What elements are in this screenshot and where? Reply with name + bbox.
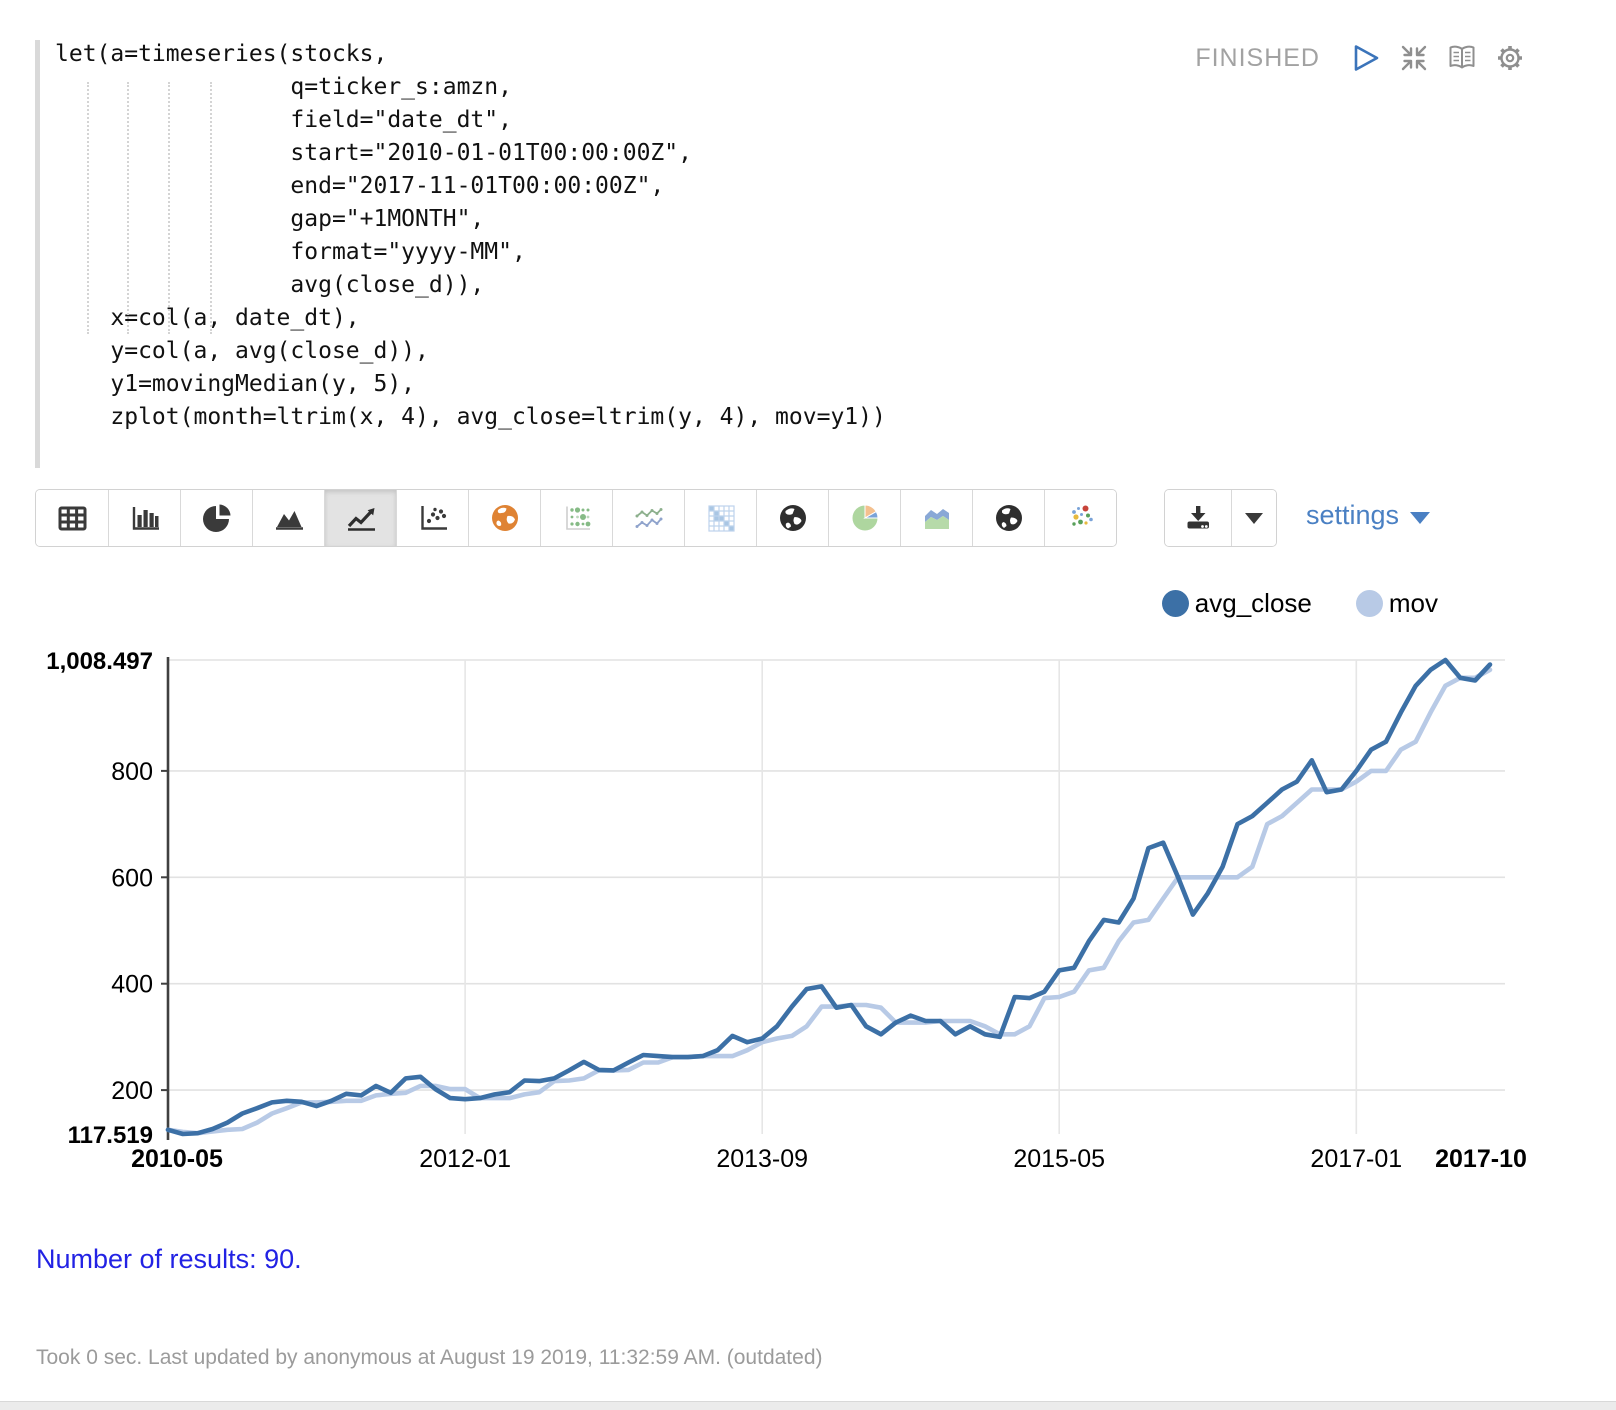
chart-type-pie-pastel-button[interactable] — [828, 490, 900, 546]
chart-legend: avg_close mov — [1161, 588, 1438, 619]
y-axis-label: 800 — [111, 758, 153, 786]
code-editor[interactable]: let(a=timeseries(stocks, q=ticker_s:amzn… — [35, 38, 1215, 468]
scatter-icon — [420, 506, 447, 530]
paragraph-status-row: FINISHED — [1195, 42, 1526, 74]
bubble-grid-icon — [565, 506, 590, 530]
area-pastel-icon — [924, 509, 949, 529]
settings-label: settings — [1306, 500, 1400, 530]
legend-item-avg_close[interactable]: avg_close — [1161, 588, 1312, 619]
chart-type-bar-button[interactable] — [108, 490, 180, 546]
results-count: Number of results: 90. — [36, 1244, 302, 1274]
chart-type-scatter-button[interactable] — [396, 490, 468, 546]
chart-type-scatter-color-button[interactable] — [1044, 490, 1116, 546]
run-icon[interactable] — [1350, 42, 1382, 74]
chart-type-area-pastel-button[interactable] — [900, 490, 972, 546]
chart-type-bubble-grid-button[interactable] — [540, 490, 612, 546]
indent-guide — [168, 82, 170, 334]
y-axis-label: 200 — [111, 1077, 153, 1105]
heatmap-icon — [707, 505, 735, 532]
report-view-icon[interactable] — [1446, 42, 1478, 74]
y-axis-label: 117.519 — [68, 1122, 153, 1149]
series-avg_close[interactable] — [165, 657, 1493, 1137]
legend-label: mov — [1388, 588, 1438, 618]
status-label: FINISHED — [1195, 43, 1320, 72]
download-button[interactable] — [1165, 490, 1231, 546]
pie-pastel-icon — [851, 504, 879, 532]
chart-type-line-button[interactable] — [324, 490, 396, 546]
editor-gutter — [35, 40, 40, 468]
x-axis-label: 2012-01 — [419, 1145, 511, 1173]
indent-guide — [87, 82, 89, 334]
settings-toggle[interactable]: settings — [1306, 500, 1431, 531]
x-axis-label: 2017-10 — [1435, 1145, 1527, 1173]
legend-item-mov[interactable]: mov — [1355, 588, 1438, 619]
table-icon — [58, 506, 87, 531]
chart-type-heatmap-button[interactable] — [684, 490, 756, 546]
legend-label: avg_close — [1194, 588, 1312, 618]
paragraph-footer: Took 0 sec. Last updated by anonymous at… — [36, 1346, 823, 1369]
globe-orange-icon — [491, 505, 518, 531]
chart-type-multi-line-button[interactable] — [612, 490, 684, 546]
code-text[interactable]: let(a=timeseries(stocks, q=ticker_s:amzn… — [55, 41, 886, 430]
pie-chart-icon — [202, 504, 230, 532]
scatter-color-icon — [1071, 505, 1093, 526]
download-options-button[interactable] — [1231, 490, 1276, 546]
y-axis-label: 600 — [111, 864, 153, 892]
chart-type-globe-button[interactable] — [468, 490, 540, 546]
line-chart-icon — [347, 508, 375, 531]
x-axis-label: 2017-01 — [1310, 1145, 1402, 1173]
download-icon — [1187, 506, 1209, 529]
x-axis-label: 2010-05 — [131, 1145, 223, 1173]
globe-dark-icon — [779, 505, 806, 531]
bar-chart-icon — [132, 507, 159, 530]
chart-type-pie-button[interactable] — [180, 490, 252, 546]
y-axis-label: 1,008.497 — [46, 648, 153, 675]
indent-guide — [210, 82, 212, 334]
chevron-down-icon — [1245, 512, 1263, 524]
chart-type-globe-dark-2-button[interactable] — [972, 490, 1044, 546]
area-chart-icon — [275, 511, 303, 530]
series-mov[interactable] — [165, 667, 1493, 1136]
chart-type-area-button[interactable] — [252, 490, 324, 546]
chart-type-table-button[interactable] — [36, 490, 108, 546]
chart-type-globe-dark-button[interactable] — [756, 490, 828, 546]
legend-dot — [1161, 590, 1189, 617]
chart-type-group — [35, 489, 1117, 547]
download-group — [1164, 489, 1277, 547]
legend-dot — [1355, 590, 1383, 617]
x-axis-label: 2013-09 — [716, 1145, 808, 1173]
multi-line-icon — [635, 508, 662, 528]
visualization-toolbar: settings — [35, 489, 1431, 547]
y-axis-label: 400 — [111, 971, 153, 999]
x-axis-label: 2015-05 — [1013, 1145, 1105, 1173]
chevron-down-icon — [1410, 511, 1431, 524]
globe-dark-2-icon — [995, 505, 1022, 531]
paragraph-divider — [0, 1401, 1616, 1410]
indent-guide — [127, 82, 129, 334]
gear-icon[interactable] — [1494, 42, 1526, 74]
shrink-icon[interactable] — [1398, 42, 1430, 74]
